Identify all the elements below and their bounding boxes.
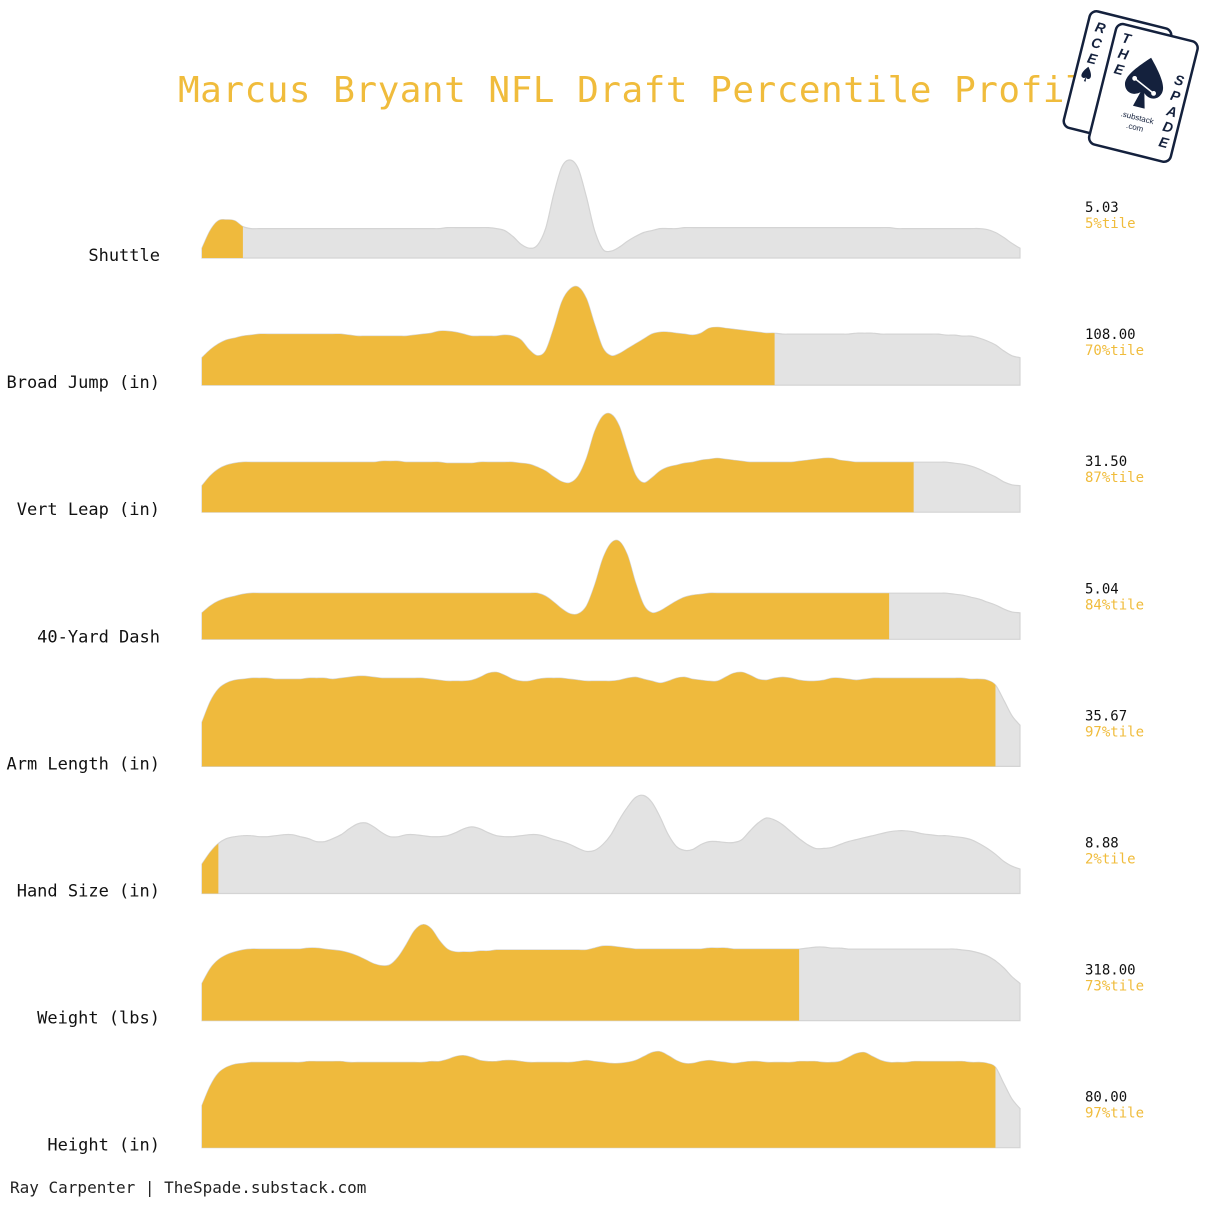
row-value: 5.03 (1085, 200, 1119, 216)
row-value: 108.00 (1085, 327, 1136, 343)
row-label: Height (in) (47, 1136, 160, 1156)
row-percentile: 97%tile (1085, 1106, 1144, 1122)
row-percentile: 5%tile (1085, 216, 1136, 232)
percentile-fill (202, 1051, 996, 1148)
density-curve (201, 159, 1021, 259)
ridge-row: Shuttle 5.035%tile (88, 159, 1136, 266)
percentile-fill (202, 672, 996, 767)
density-curve (201, 794, 1021, 895)
percentile-fill (202, 843, 219, 894)
ridge-row: Hand Size (in) 8.882%tile (17, 794, 1136, 902)
row-percentile: 2%tile (1085, 852, 1136, 868)
front-card-letter-d: D (1161, 118, 1175, 136)
percentile-fill (202, 219, 243, 258)
percentile-fill (202, 286, 775, 386)
spade-icon (1125, 57, 1164, 109)
com-text: .com (1125, 121, 1144, 134)
row-value: 8.88 (1085, 836, 1119, 852)
row-label: Broad Jump (in) (6, 373, 160, 393)
row-label: Vert Leap (in) (17, 500, 160, 520)
row-percentile: 87%tile (1085, 470, 1144, 486)
the-spade-logo: R C E T H E S P A D E .substack .com (1062, 10, 1199, 163)
chart-title: Marcus Bryant NFL Draft Percentile Profi… (178, 70, 1110, 111)
row-label: Hand Size (in) (17, 882, 160, 902)
row-value: 80.00 (1085, 1090, 1127, 1106)
spade-shine-dot-right (1151, 90, 1156, 96)
percentile-fill (202, 924, 800, 1021)
percentile-fill (202, 540, 890, 640)
percentile-fill (202, 413, 914, 513)
small-spade-icon (1081, 66, 1091, 82)
row-label: Arm Length (in) (6, 754, 160, 774)
row-value: 5.04 (1085, 581, 1119, 597)
row-value: 35.67 (1085, 708, 1127, 724)
front-card: T H E S P A D E .substack .com (1087, 22, 1199, 163)
spade-shine-line (1134, 77, 1155, 95)
row-percentile: 73%tile (1085, 979, 1144, 995)
row-label: 40-Yard Dash (37, 627, 160, 647)
row-percentile: 84%tile (1085, 597, 1144, 613)
row-label: Shuttle (88, 246, 160, 266)
spade-shine-dot-left (1132, 75, 1138, 81)
row-label: Weight (lbs) (37, 1009, 160, 1029)
credit-text: Ray Carpenter | TheSpade.substack.com (10, 1178, 367, 1197)
row-value: 318.00 (1085, 963, 1136, 979)
row-percentile: 70%tile (1085, 343, 1144, 359)
front-card-letter-a: A (1164, 102, 1179, 120)
row-percentile: 97%tile (1085, 724, 1144, 740)
row-value: 31.50 (1085, 454, 1127, 470)
